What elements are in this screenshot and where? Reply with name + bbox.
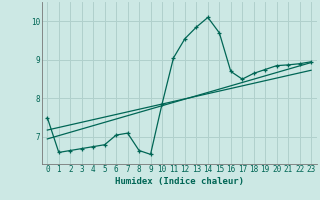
X-axis label: Humidex (Indice chaleur): Humidex (Indice chaleur) — [115, 177, 244, 186]
